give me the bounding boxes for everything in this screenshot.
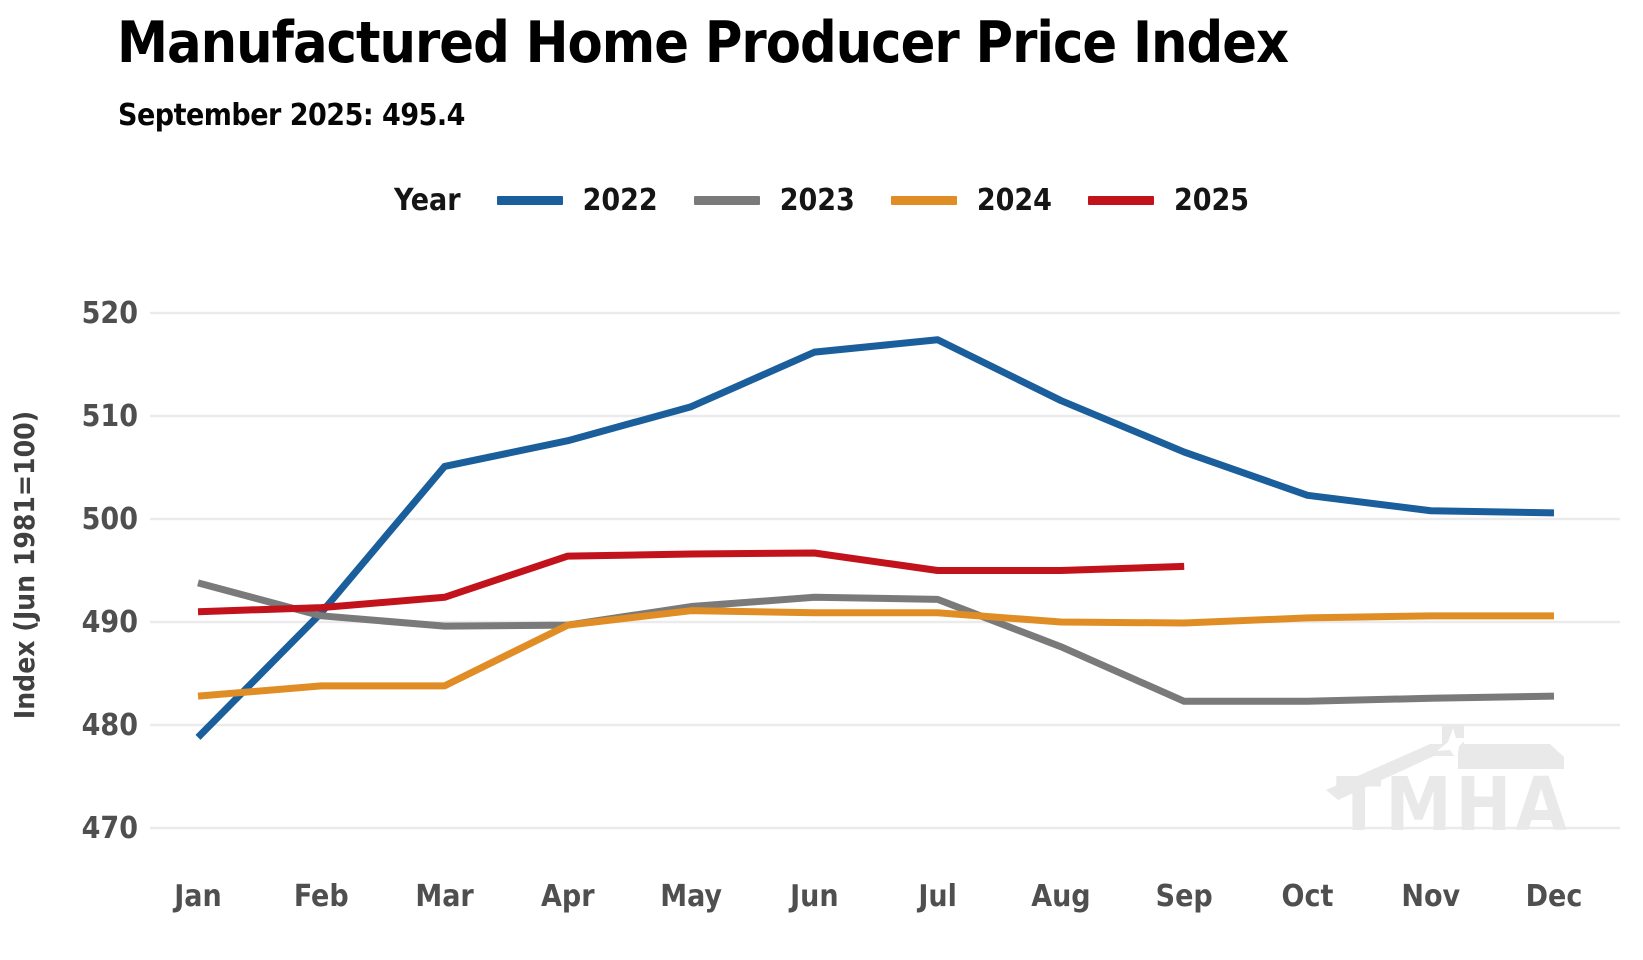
legend-title: Year <box>393 183 461 218</box>
y-axis-title: Index (Jun 1981=100) <box>8 411 41 719</box>
series-line-2022 <box>195 336 1555 740</box>
legend-label-2025: 2025 <box>1173 183 1250 218</box>
series-line-2025 <box>197 549 1185 616</box>
x-tick-label: Aug <box>1031 879 1090 914</box>
chart-title: Manufactured Home Producer Price Index <box>117 10 1289 76</box>
legend-item-2022: 2022 <box>496 183 658 218</box>
x-tick-label: Jun <box>788 879 838 914</box>
x-tick-label: Feb <box>294 879 349 914</box>
x-tick-label: Oct <box>1282 879 1334 914</box>
x-tick-label: Apr <box>541 879 595 914</box>
y-tick-label: 480 <box>82 708 138 743</box>
legend-swatch-2023 <box>693 196 760 205</box>
legend-item-2023: 2023 <box>693 183 855 218</box>
series-line-2023 <box>197 579 1555 705</box>
x-tick-label: May <box>660 879 722 914</box>
legend-item-2025: 2025 <box>1087 183 1250 218</box>
chart-legend: Year 2022 2023 2024 2025 <box>0 183 1643 218</box>
x-tick-label: Nov <box>1401 879 1460 914</box>
x-tick-label: Jul <box>916 879 957 914</box>
series-line-2024 <box>197 607 1554 700</box>
watermark-text: TMHA <box>1336 762 1571 848</box>
logo-roof <box>1326 724 1564 800</box>
legend-label-2023: 2023 <box>779 183 855 218</box>
x-tick-label: Sep <box>1156 879 1213 914</box>
legend-item-2024: 2024 <box>890 183 1052 218</box>
y-tick-label: 500 <box>82 502 138 537</box>
logo-star <box>1437 728 1468 760</box>
chart-subtitle: September 2025: 495.4 <box>118 98 465 133</box>
x-tick-label: Dec <box>1526 879 1583 914</box>
legend-label-2024: 2024 <box>976 183 1052 218</box>
legend-swatch-2025 <box>1087 196 1154 205</box>
y-tick-label: 510 <box>82 399 138 434</box>
legend-swatch-2024 <box>890 196 957 205</box>
legend-swatch-2022 <box>496 196 563 205</box>
legend-label-2022: 2022 <box>582 183 658 218</box>
x-tick-label: Mar <box>415 879 474 914</box>
tmha-logo-watermark: TMHA <box>1326 724 1571 848</box>
y-tick-label: 490 <box>82 605 138 640</box>
y-tick-label: 470 <box>82 811 138 846</box>
y-tick-label: 520 <box>82 296 138 331</box>
x-tick-label: Jan <box>172 879 221 914</box>
